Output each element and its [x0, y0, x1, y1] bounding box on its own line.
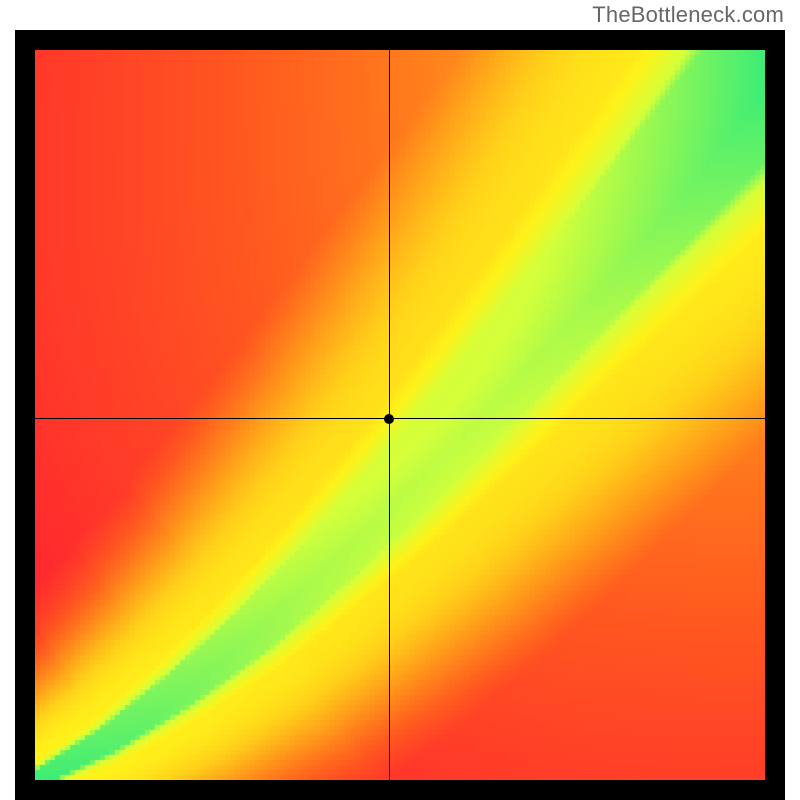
- heatmap-plot: [35, 50, 765, 780]
- heatmap-canvas: [35, 50, 765, 780]
- crosshair-horizontal: [35, 418, 765, 419]
- watermark-text: TheBottleneck.com: [592, 2, 784, 28]
- crosshair-marker: [384, 414, 394, 424]
